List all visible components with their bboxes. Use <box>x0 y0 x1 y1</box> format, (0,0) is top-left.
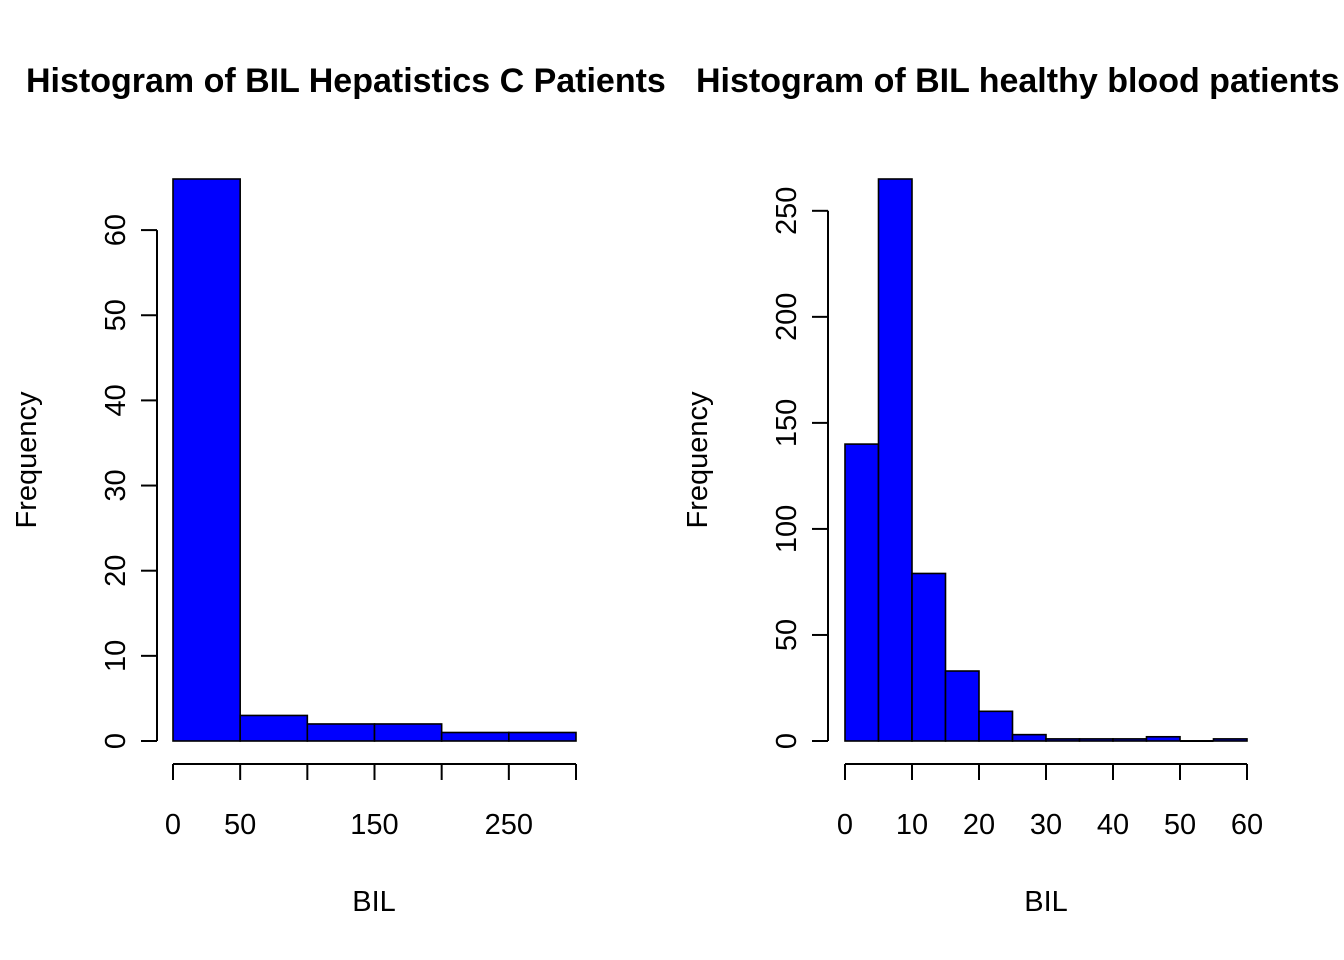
x-tick-label: 50 <box>224 809 256 841</box>
y-tick-label: 30 <box>100 469 132 501</box>
x-tick-label: 10 <box>896 809 928 841</box>
histogram-bar <box>239 714 309 742</box>
x-tick-label: 30 <box>1030 809 1062 841</box>
hepatitis-c-histogram-panel: Histogram of BIL Hepatistics C Patients … <box>11 62 666 918</box>
y-axis: 0 10 20 30 40 50 60 <box>100 214 158 749</box>
x-tick-label: 250 <box>485 809 533 841</box>
y-tick-label: 200 <box>771 293 803 341</box>
healthy-blood-histogram-panel: Histogram of BIL healthy blood patients … <box>682 62 1340 918</box>
histogram-bar <box>373 723 443 742</box>
y-tick-label: 50 <box>771 619 803 651</box>
y-axis-label: Frequency <box>11 391 43 529</box>
y-axis-label: Frequency <box>682 391 714 529</box>
histogram-bar <box>1112 738 1148 742</box>
histogram-bar <box>172 178 241 742</box>
x-axis: 0 50 150 250 <box>165 763 577 841</box>
x-tick-label: 0 <box>837 809 853 841</box>
x-axis: 0 10 20 30 40 50 60 <box>837 763 1263 841</box>
x-tick-label: 20 <box>963 809 995 841</box>
y-tick-label: 20 <box>100 555 132 587</box>
histogram-bar <box>1212 738 1248 742</box>
histogram-bar <box>306 723 376 742</box>
bar-group <box>172 178 577 742</box>
chart-title: Histogram of BIL healthy blood patients <box>696 62 1340 100</box>
y-tick-label: 150 <box>771 399 803 447</box>
x-tick-label: 50 <box>1164 809 1196 841</box>
x-tick-label: 40 <box>1097 809 1129 841</box>
histogram-bar <box>1011 733 1047 742</box>
y-tick-label: 40 <box>100 384 132 416</box>
y-axis: 0 50 100 150 200 250 <box>771 187 829 749</box>
x-tick-label: 150 <box>350 809 398 841</box>
x-tick-label: 60 <box>1231 809 1263 841</box>
y-tick-label: 0 <box>100 733 132 749</box>
y-tick-label: 60 <box>100 214 132 246</box>
x-axis-label: BIL <box>1024 886 1068 918</box>
histogram-bar <box>440 731 510 742</box>
x-axis-label: BIL <box>352 886 396 918</box>
histogram-bar <box>1045 738 1081 742</box>
histogram-bar <box>877 178 913 742</box>
histogram-bar <box>508 731 577 742</box>
histogram-bar <box>1078 738 1114 742</box>
x-tick-label: 0 <box>165 809 181 841</box>
y-tick-label: 50 <box>100 299 132 331</box>
y-tick-label: 100 <box>771 505 803 553</box>
histogram-bar <box>978 710 1014 742</box>
bar-group <box>844 178 1248 742</box>
histogram-bar <box>844 443 880 742</box>
chart-title: Histogram of BIL Hepatistics C Patients <box>26 62 666 100</box>
y-tick-label: 0 <box>771 733 803 749</box>
histogram-bar <box>911 572 947 742</box>
y-tick-label: 250 <box>771 187 803 235</box>
histogram-bar <box>1145 735 1181 742</box>
y-tick-label: 10 <box>100 640 132 672</box>
histogram-bar <box>944 670 980 742</box>
